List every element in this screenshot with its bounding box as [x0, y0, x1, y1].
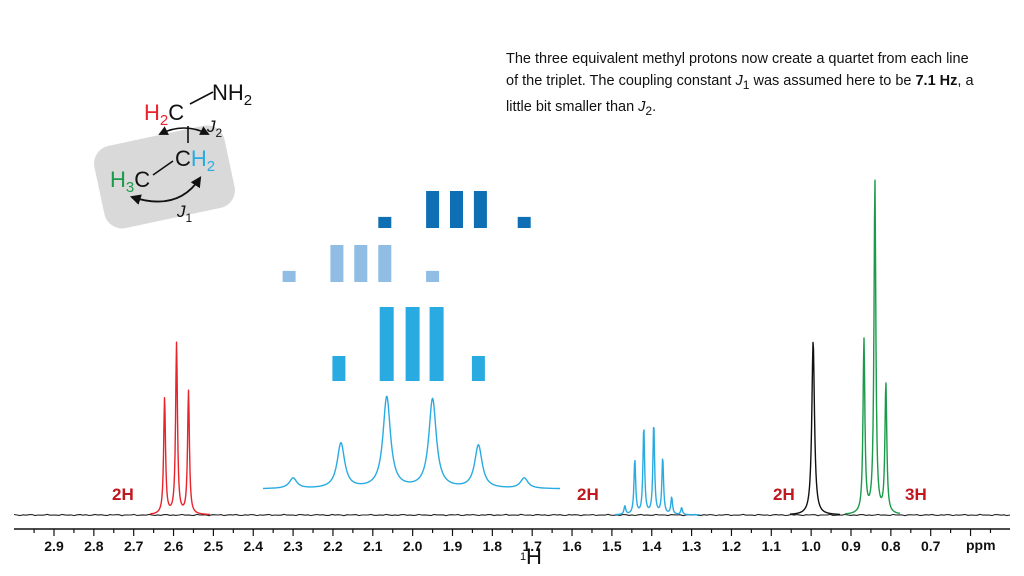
j1-subscript: 1	[186, 211, 193, 225]
axis-tick-label: 2.0	[403, 538, 423, 554]
axis-tick-label: 1.1	[762, 538, 782, 554]
integral-labels: 2H 2H 2H 3H	[112, 485, 927, 504]
ch2-h-label: H	[191, 146, 207, 171]
stick-level-2	[426, 270, 440, 282]
caption-j-symbol: J	[735, 73, 743, 89]
axis-tick-label: 2.7	[124, 538, 144, 554]
j1-label: J	[176, 202, 186, 221]
j1-coupling-arrow	[129, 176, 202, 205]
spectrum-peak-ch2-expanded	[262, 395, 561, 490]
caption-j-symbol: J	[638, 98, 646, 115]
h3c-h-label: H	[110, 167, 126, 192]
axis-tick-label: 1.5	[602, 538, 622, 554]
caption-subscript: 2	[645, 103, 653, 118]
axis-tick-label: 0.9	[841, 538, 861, 554]
axis-tick-label: 0.7	[921, 538, 941, 554]
spectrum-traces	[13, 179, 1011, 517]
bond-c-c-lower	[152, 160, 174, 176]
stick-level-3-outer	[332, 356, 346, 381]
baseline-trace	[13, 513, 1011, 517]
svg-text:CH2: CH2	[175, 146, 215, 175]
svg-text:J1: J1	[176, 202, 193, 225]
x-axis: 2.9 2.8 2.7 2.6 2.5 2.4 2.3 2.2 2.1 2.0 1.9 1.8 1.7 1…	[14, 528, 1010, 569]
stick-level-1	[473, 191, 487, 228]
nh-subscript: 2	[244, 92, 252, 109]
stick-level-2	[330, 245, 344, 282]
svg-text:J2: J2	[206, 117, 223, 140]
stick-level-1	[378, 216, 392, 228]
ch2-subscript: 2	[207, 158, 215, 175]
axis-tick-label: 2.6	[164, 538, 184, 554]
j2-label: J	[206, 117, 216, 136]
axis-tick-label: 1.3	[682, 538, 702, 554]
axis-tick-label: 0.8	[881, 538, 901, 554]
integral-label: 2H	[577, 485, 599, 504]
caption-text: The three equivalent methyl protons now …	[506, 48, 976, 122]
h2c-h-label: H	[144, 100, 160, 125]
svg-text:H2C: H2C	[144, 100, 184, 129]
axis-tick-label: 1.0	[801, 538, 821, 554]
integral-label: 2H	[773, 485, 795, 504]
spectrum-peak-ch2	[614, 426, 701, 516]
spectrum-peak-h2c-n	[149, 341, 211, 516]
stick-level-1	[450, 191, 463, 228]
axis-tick-label: 2.4	[244, 538, 264, 554]
splitting-stick-diagram	[282, 191, 531, 381]
axis-tick-label: 2.3	[283, 538, 303, 554]
j2-coupling-arrow	[158, 126, 210, 135]
j2-subscript: 2	[216, 126, 223, 140]
h3c-subscript: 3	[126, 179, 134, 196]
stick-level-3	[379, 307, 394, 381]
axis-tick-label: 1.8	[483, 538, 503, 554]
h3c-c-label: C	[134, 167, 150, 192]
caption-part: The three equivalent methyl protons now …	[506, 51, 969, 89]
caption-coupling-value: 7.1 Hz	[915, 73, 958, 89]
axis-tick-label: 1.9	[443, 538, 463, 554]
axis-ticks: 2.9 2.8 2.7 2.6 2.5 2.4 2.3 2.2 2.1 2.0 1.9 1.8 1.7 1…	[33, 529, 992, 554]
caption-part: was assumed here to be	[749, 73, 916, 89]
stick-level-1	[426, 191, 440, 228]
ch2-c-label: C	[175, 146, 191, 171]
integral-label: 3H	[905, 485, 927, 504]
caption-part: , a little bit smaller than	[506, 73, 974, 115]
h2c-subscript: 2	[160, 112, 168, 129]
axis-tick-label: 2.5	[204, 538, 224, 554]
nh-label: NH	[212, 80, 244, 105]
stick-level-2	[282, 270, 296, 282]
axis-tick-label: 2.9	[44, 538, 64, 554]
spectrum-peak-ch3	[844, 179, 901, 515]
stick-level-3	[405, 307, 420, 381]
bond-c-n	[189, 91, 214, 105]
axis-tick-label: 1.6	[562, 538, 582, 554]
stick-level-1	[517, 216, 531, 228]
axis-unit: ppm	[966, 537, 996, 553]
axis-tick-label: 1.2	[722, 538, 742, 554]
axis-tick-label: 1.4	[642, 538, 662, 554]
axis-title-superscript: 1	[520, 551, 526, 563]
caption-part: .	[652, 98, 657, 115]
spectrum-peak-nh2	[789, 341, 841, 516]
molecule-structure: NH2 H2C CH2 H3C J2 J1	[94, 80, 252, 229]
axis-tick-label: 2.1	[363, 538, 383, 554]
stick-level-3	[429, 307, 444, 381]
caption-subscript: 1	[742, 77, 750, 92]
axis-tick-label: 2.2	[323, 538, 343, 554]
axis-title: H	[526, 544, 542, 569]
stick-level-2	[354, 245, 368, 282]
axis-tick-label: 2.8	[84, 538, 104, 554]
integral-label: 2H	[112, 485, 134, 504]
axis-tick-label: 1.7	[522, 538, 542, 554]
svg-text:NH2: NH2	[212, 80, 252, 109]
stick-level-3-outer	[471, 356, 485, 381]
h2c-c-label: C	[168, 100, 184, 125]
stick-level-2	[378, 245, 392, 282]
